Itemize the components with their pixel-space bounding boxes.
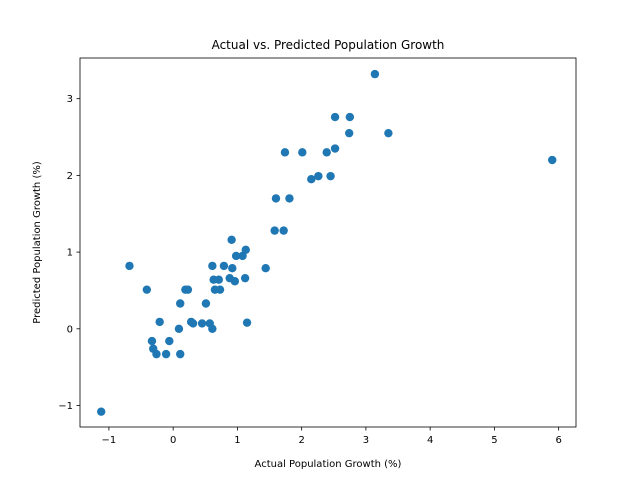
data-point (322, 148, 331, 157)
data-point (384, 128, 393, 138)
data-point (155, 317, 164, 327)
data-point (548, 155, 557, 165)
data-point (261, 264, 270, 273)
x-tick-label: 4 (427, 435, 433, 446)
data-point (201, 299, 211, 308)
data-point (219, 261, 229, 271)
data-point (152, 349, 161, 359)
x-tick-label: 0 (170, 435, 176, 446)
x-tick-label: 1 (234, 435, 240, 446)
data-point (230, 277, 240, 286)
y-tick-label: −1 (58, 401, 73, 412)
data-point (214, 275, 223, 284)
y-axis-label: Predicted Population Growth (%) (32, 161, 43, 324)
data-point (188, 319, 198, 328)
data-point (298, 148, 307, 157)
chart-title: Actual vs. Predicted Population Growth (212, 38, 445, 52)
data-point (165, 336, 174, 346)
data-point (240, 273, 250, 283)
data-point (142, 285, 152, 294)
x-axis-label: Actual Population Growth (%) (255, 459, 402, 470)
data-point (208, 324, 217, 333)
data-point (307, 175, 316, 184)
data-point (215, 285, 225, 294)
x-tick-label: 5 (491, 435, 497, 446)
data-point (227, 235, 236, 245)
data-point (231, 251, 241, 261)
data-point (271, 194, 281, 203)
x-tick-label: 3 (363, 435, 369, 446)
x-tick-label: 6 (555, 435, 561, 446)
data-point (285, 194, 294, 203)
y-tick-label: 0 (67, 324, 73, 335)
data-point (330, 144, 340, 153)
data-point (197, 319, 207, 328)
data-point (314, 171, 323, 181)
data-point (125, 261, 134, 271)
x-tick-label: 2 (298, 435, 304, 446)
plot-area-background (80, 58, 576, 427)
data-point (208, 261, 217, 271)
data-point (161, 349, 171, 359)
data-point (97, 407, 106, 416)
data-point (242, 318, 252, 327)
data-point (345, 128, 354, 138)
data-point (280, 148, 290, 157)
data-point (174, 324, 184, 333)
x-axis: −1 0 1 2 3 4 5 6 (102, 427, 562, 446)
y-tick-label: 2 (67, 171, 73, 182)
y-tick-label: 3 (67, 94, 73, 105)
y-tick-label: 1 (67, 248, 73, 259)
x-tick-label: −1 (102, 435, 117, 446)
data-point (228, 264, 237, 273)
data-point (345, 112, 355, 122)
data-point (147, 336, 157, 346)
data-point (330, 112, 340, 122)
data-points (97, 69, 557, 416)
data-point (270, 226, 279, 235)
data-point (241, 245, 250, 254)
y-axis: −1 0 1 2 3 (58, 94, 80, 412)
data-point (183, 285, 193, 294)
data-point (370, 69, 380, 79)
data-point (176, 299, 185, 308)
data-point (326, 171, 335, 181)
data-point (176, 349, 185, 359)
plot-frame (79, 57, 577, 428)
data-point (279, 226, 288, 235)
